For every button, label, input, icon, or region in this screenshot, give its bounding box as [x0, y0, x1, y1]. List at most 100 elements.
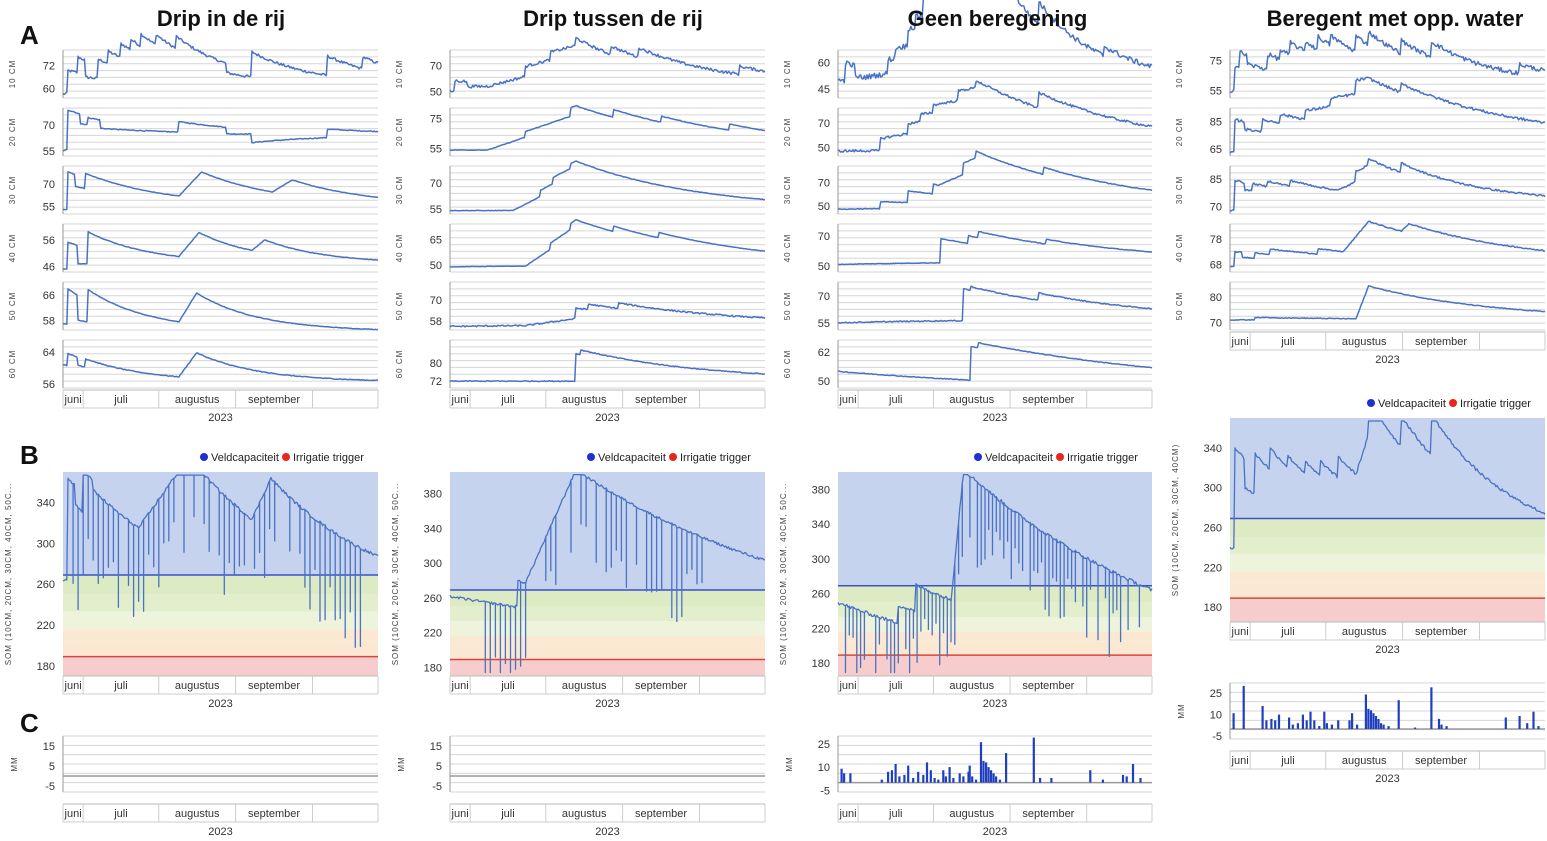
legend-field-capacity: Veldcapaciteit [985, 452, 1053, 464]
y-tick-label: 70 [430, 61, 442, 73]
soil-zone-band [450, 606, 765, 622]
som-line [1229, 420, 1546, 550]
rain-bar [1377, 718, 1380, 729]
soil-zone-band [63, 656, 378, 676]
moisture-line-40CM [1229, 220, 1546, 268]
moisture-line-50CM [1229, 285, 1546, 322]
rain-bar [929, 770, 932, 783]
moisture-line-10CM [837, 0, 1153, 84]
legend: Veldcapaciteit Irrigatie trigger [974, 452, 1138, 464]
y-tick-label: 15 [430, 741, 442, 753]
soil-zone-band [838, 655, 1152, 676]
y-tick-label: 46 [43, 262, 55, 274]
y-tick-label: 55 [1210, 86, 1222, 98]
rain-bar [1504, 717, 1507, 729]
y-tick-label: 62 [818, 347, 830, 359]
som-line [837, 473, 1153, 674]
y-tick-label: 66 [43, 290, 55, 302]
soil-zone-band [1230, 598, 1545, 622]
rain-bar [1139, 778, 1142, 783]
rain-bar [898, 776, 901, 783]
legend-field-capacity: Veldcapaciteit [211, 452, 279, 464]
month-label-september: september [635, 394, 687, 406]
y-tick-label: 300 [37, 538, 55, 550]
rain-bar [967, 771, 970, 783]
month-label-september: september [635, 808, 687, 820]
y-tick-label: 55 [43, 202, 55, 214]
y-tick-label: 300 [424, 558, 442, 570]
y-tick-label: 5 [49, 761, 55, 773]
y-tick-label: 260 [424, 593, 442, 605]
soil-zone-band [63, 611, 378, 630]
rain-bar [917, 771, 920, 783]
y-tick-label: 220 [37, 620, 55, 632]
rain-bar [907, 765, 910, 783]
y-tick-label: 340 [424, 523, 442, 535]
moisture-line-20CM [449, 104, 766, 152]
year-label: 2023 [208, 698, 232, 710]
rain-bar [1318, 726, 1321, 729]
rain-bar [849, 773, 852, 783]
y-tick-label: 340 [37, 498, 55, 510]
rain-bar [1537, 726, 1540, 729]
year-label: 2023 [1375, 354, 1399, 366]
y-tick-label: 60 [43, 83, 55, 95]
moisture-line-10CM [62, 32, 379, 96]
rain-bar [903, 774, 906, 783]
y-tick-label: 58 [430, 316, 442, 328]
y-tick-label: 75 [430, 114, 442, 126]
rain-bar [1356, 724, 1359, 729]
y-tick-label: 180 [424, 662, 442, 674]
y-tick-label: 380 [812, 484, 830, 496]
depth-label-50CM: 50 CM [395, 292, 404, 321]
moisture-line-30CM [837, 150, 1153, 211]
moisture-line-50CM [62, 288, 379, 331]
month-label-augustus: augustus [562, 808, 607, 820]
depth-label-50CM: 50 CM [783, 292, 792, 321]
rain-bar [992, 773, 995, 783]
y-tick-label: 45 [818, 84, 830, 96]
moisture-line-30CM [63, 171, 379, 211]
rain-bar [880, 779, 883, 783]
rain-bar [1337, 720, 1340, 729]
y-tick-label: 15 [43, 741, 55, 753]
y-tick-label: 340 [812, 519, 830, 531]
y-tick-label: 10 [818, 762, 830, 774]
month-label-juni: juni [1231, 626, 1249, 638]
rain-bar [1445, 726, 1448, 729]
rain-bar [894, 764, 897, 783]
rain-bar [1270, 718, 1273, 729]
year-label: 2023 [983, 826, 1007, 838]
moisture-line-30CM [1229, 158, 1546, 212]
depth-label-40CM: 40 CM [395, 234, 404, 263]
moisture-line-10CM [1229, 30, 1546, 94]
rain-bar [1313, 720, 1316, 729]
rain-bar [987, 767, 990, 783]
legend: Veldcapaciteit Irrigatie trigger [587, 452, 751, 464]
month-label-juni: juni [451, 680, 469, 692]
soil-zone-band [838, 472, 1152, 586]
y-tick-label: 300 [1204, 483, 1222, 495]
rain-bar [1414, 727, 1417, 729]
y-tick-label: 300 [812, 554, 830, 566]
month-label-juli: juli [1280, 336, 1294, 348]
depth-label-60CM: 60 CM [8, 350, 17, 379]
soil-zone-band [1230, 582, 1545, 599]
rain-bar [1309, 711, 1312, 729]
y-tick-label: 70 [430, 295, 442, 307]
rain-bar [1518, 716, 1521, 729]
field-capacity-dot [200, 453, 208, 461]
month-label-juni: juni [64, 394, 82, 406]
month-label-juli: juli [1280, 626, 1294, 638]
y-tick-label: 56 [43, 235, 55, 247]
moisture-line-60CM [62, 352, 379, 382]
soil-zone-band [450, 645, 765, 660]
year-label: 2023 [983, 412, 1007, 424]
y-tick-label: 75 [1210, 56, 1222, 68]
month-label-juni: juni [1231, 755, 1249, 767]
soil-zone-band [63, 575, 378, 595]
rain-bar [1050, 778, 1053, 783]
soil-zone-band [838, 631, 1152, 642]
month-label-juni: juni [64, 680, 82, 692]
